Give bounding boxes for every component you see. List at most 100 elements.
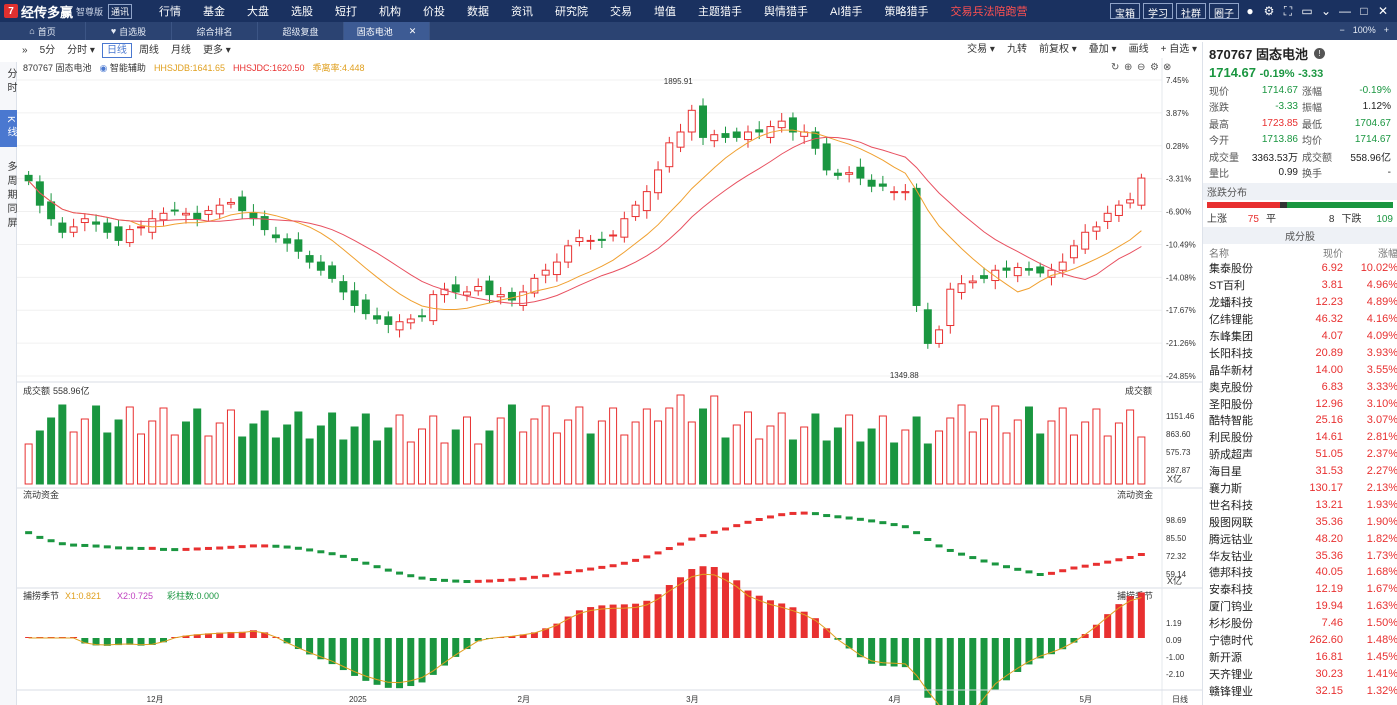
menu-item[interactable]: 资讯 [511, 6, 534, 18]
component-row[interactable]: 世名科技 13.21 1.93% [1203, 496, 1397, 513]
add-icon[interactable]: ⊕ [1124, 62, 1132, 73]
zoom-out-button[interactable]: − [1339, 25, 1345, 35]
component-row[interactable]: 酷特智能 25.16 3.07% [1203, 412, 1397, 429]
chart-tool-button[interactable]: 画线 [1128, 44, 1149, 55]
menu-item[interactable]: 舆情猎手 [764, 6, 809, 18]
close-icon[interactable]: ✕ [1377, 4, 1389, 18]
period-button[interactable]: 日线 [101, 42, 132, 58]
menu-item[interactable]: 机构 [379, 6, 402, 18]
component-row[interactable]: 利民股份 14.61 2.81% [1203, 429, 1397, 446]
component-row[interactable]: 晶华新材 14.00 3.55% [1203, 361, 1397, 378]
menu-item[interactable]: 价投 [423, 6, 446, 18]
gear-icon[interactable]: ⚙ [1263, 4, 1275, 18]
tab-1[interactable]: ♥ 自选股 [86, 22, 172, 40]
window-icon[interactable]: ▭ [1301, 4, 1313, 18]
period-button[interactable]: 分时 ▾ [67, 44, 95, 56]
menu-item[interactable]: 交易 [610, 6, 633, 18]
menu-item[interactable]: 大盘 [247, 6, 270, 18]
user-icon[interactable]: ● [1246, 4, 1254, 18]
col-name[interactable]: 名称 [1209, 248, 1229, 260]
component-row[interactable]: 集泰股份 6.92 10.02% [1203, 260, 1397, 277]
period-button[interactable]: 5分 [39, 44, 56, 56]
close-icon[interactable]: ✕ [408, 25, 417, 36]
collapse-icon[interactable]: » [22, 44, 28, 56]
component-row[interactable]: 殷图网联 35.36 1.90% [1203, 513, 1397, 530]
quote-cell: 今开 1713.86 [1207, 132, 1300, 149]
component-row[interactable]: 宁德时代 262.60 1.48% [1203, 632, 1397, 649]
component-row[interactable]: 长阳科技 20.89 3.93% [1203, 344, 1397, 361]
component-row[interactable]: 新开源 16.81 1.45% [1203, 648, 1397, 665]
menu-item[interactable]: 增值 [654, 6, 677, 18]
component-row[interactable]: 德邦科技 40.05 1.68% [1203, 564, 1397, 581]
tab-3[interactable]: 超级复盘 [258, 22, 344, 40]
component-row[interactable]: 亿纬锂能 46.32 4.16% [1203, 311, 1397, 328]
menu-item[interactable]: 交易兵法陪跑营 [950, 6, 1028, 18]
y-tick-label: 0.28% [1166, 142, 1189, 151]
smart-assist-toggle[interactable]: ◉ 智能辅助 [99, 63, 146, 73]
left-tab-0[interactable]: 分时 [5, 68, 16, 96]
component-row[interactable]: 杉杉股份 7.46 1.50% [1203, 615, 1397, 632]
tab-0[interactable]: ⌂ 首页 [0, 22, 86, 40]
chart-tool-button[interactable]: 叠加 ▾ [1088, 44, 1117, 55]
col-price[interactable]: 现价 [1323, 248, 1343, 260]
minus-icon[interactable]: ⊖ [1137, 62, 1145, 73]
period-button[interactable]: 月线 [170, 44, 191, 56]
menu-item[interactable]: 研究院 [555, 6, 589, 18]
chart-area[interactable]: 870767 固态电池 ◉ 智能辅助 HHSJDB:1641.65 HHSJDC… [17, 58, 1202, 705]
period-button[interactable]: 周线 [138, 44, 159, 56]
top-button[interactable]: 学习 [1143, 3, 1173, 20]
menu-item[interactable]: 策略猎手 [884, 6, 929, 18]
top-button[interactable]: 圈子 [1209, 3, 1239, 20]
chart-tool-button[interactable]: + 自选 ▾ [1160, 44, 1197, 55]
menu-item[interactable]: 主题猎手 [698, 6, 743, 18]
component-row[interactable]: 圣阳股份 12.96 3.10% [1203, 395, 1397, 412]
chevron-down-icon[interactable]: ⌄ [1320, 4, 1332, 18]
chart-tool-button[interactable]: 九转 [1006, 44, 1027, 55]
component-row[interactable]: 赣锋锂业 32.15 1.32% [1203, 682, 1397, 699]
component-row[interactable]: 华友钴业 35.36 1.73% [1203, 547, 1397, 564]
flow-bar [1081, 564, 1089, 568]
chart-tool-button[interactable]: 前复权 ▾ [1038, 44, 1077, 55]
refresh-icon[interactable]: ↻ [1111, 62, 1119, 73]
menu-item[interactable]: AI猎手 [830, 6, 863, 18]
fullscreen-icon[interactable]: ⛶ [1283, 3, 1293, 18]
close-icon[interactable]: ⊗ [1163, 62, 1171, 73]
left-tab-2[interactable]: 多周期同屏 [5, 160, 16, 231]
component-row[interactable]: 安泰科技 12.19 1.67% [1203, 581, 1397, 598]
tab-2[interactable]: 综合排名 [172, 22, 258, 40]
menu-item[interactable]: 基金 [203, 6, 226, 18]
menu-item[interactable]: 选股 [291, 6, 314, 18]
top-button[interactable]: 宝箱 [1110, 3, 1140, 20]
zoom-in-button[interactable]: + [1383, 25, 1389, 35]
info-icon[interactable]: ! [1314, 48, 1325, 59]
osc-bar [811, 618, 819, 638]
component-row[interactable]: 海目星 31.53 2.27% [1203, 463, 1397, 480]
settings-icon[interactable]: ⚙ [1150, 62, 1159, 73]
component-row[interactable]: 腾远钴业 48.20 1.82% [1203, 530, 1397, 547]
osc-bar [249, 630, 257, 638]
volume-bar [1081, 421, 1090, 485]
chart-tool-button[interactable]: 交易 ▾ [967, 44, 995, 55]
menu-item[interactable]: 短打 [335, 6, 358, 18]
col-change[interactable]: 涨幅 [1378, 248, 1397, 260]
component-row[interactable]: 厦门钨业 19.94 1.63% [1203, 598, 1397, 615]
component-row[interactable]: 奥克股份 6.83 3.33% [1203, 378, 1397, 395]
kline-chart-svg[interactable]: 7.45% 3.87% 0.28% -3.31% -6.90% -10.49% -14.08… [17, 58, 1202, 705]
left-tab-1[interactable]: K线 [0, 110, 17, 147]
volume-bar [597, 420, 606, 485]
flow-bar [339, 554, 347, 558]
menu-item[interactable]: 行情 [159, 6, 182, 18]
period-button[interactable]: 更多 ▾ [202, 44, 231, 56]
component-row[interactable]: 东峰集团 4.07 4.09% [1203, 328, 1397, 345]
component-row[interactable]: 襄力斯 130.17 2.13% [1203, 480, 1397, 497]
menu-item[interactable]: 数据 [467, 6, 490, 18]
component-row[interactable]: 天齐锂业 30.23 1.41% [1203, 665, 1397, 682]
minimize-icon[interactable]: — [1339, 4, 1351, 18]
component-row[interactable]: 骄成超声 51.05 2.37% [1203, 446, 1397, 463]
component-row[interactable]: 龙蟠科技 12.23 4.89% [1203, 294, 1397, 311]
top-button[interactable]: 社群 [1176, 3, 1206, 20]
tab-4[interactable]: 固态电池 ✕ [344, 22, 430, 40]
component-row[interactable]: ST百利 3.81 4.96% [1203, 277, 1397, 294]
app-badge[interactable]: 通讯 [108, 3, 133, 19]
maximize-icon[interactable]: □ [1360, 4, 1368, 18]
